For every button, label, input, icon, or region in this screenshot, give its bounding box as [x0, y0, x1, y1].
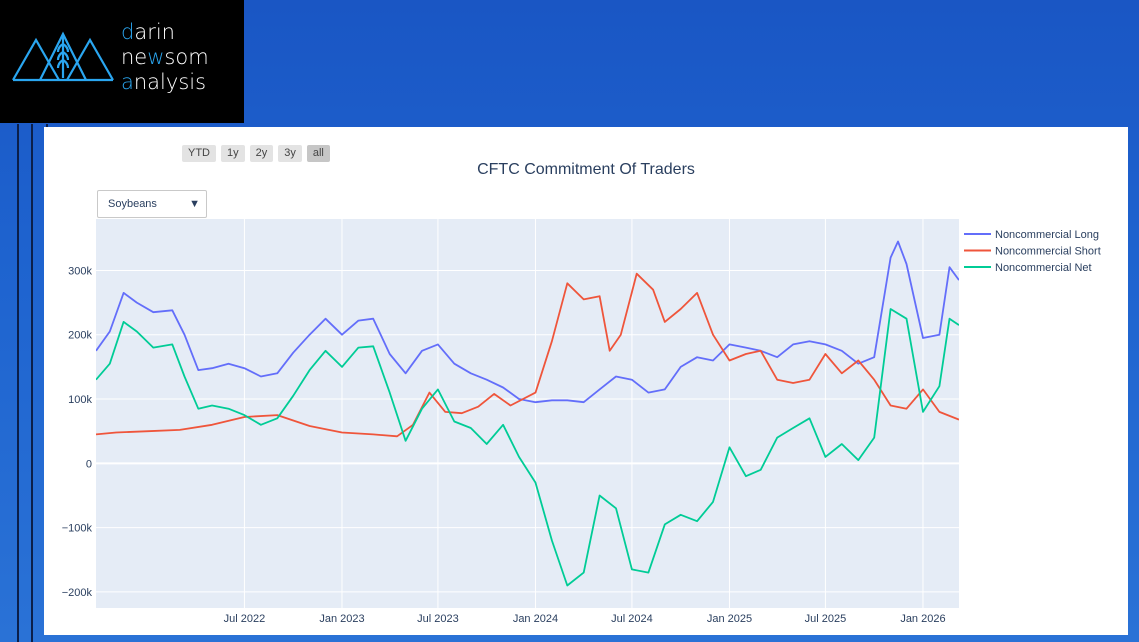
range-button-all[interactable]: all — [306, 145, 330, 162]
left-divider-line — [17, 124, 19, 642]
y-tick-label: −200k — [62, 587, 93, 599]
range-button-ytd[interactable]: YTD — [182, 145, 216, 162]
y-tick-label: 100k — [68, 394, 92, 406]
y-tick-label: 200k — [68, 330, 92, 342]
brand-logo: darin newsom analysis — [0, 0, 244, 123]
left-divider-line — [31, 124, 33, 642]
chart-title: CFTC Commitment Of Traders — [477, 161, 695, 178]
x-tick-label: Jan 2026 — [900, 613, 945, 625]
legend-label: Noncommercial Net — [995, 262, 1092, 274]
y-tick-label: 0 — [86, 458, 92, 470]
x-tick-label: Jul 2022 — [224, 613, 266, 625]
range-selector: YTD 1y 2y 3y all — [182, 145, 330, 162]
caret-down-icon: ▼ — [189, 198, 200, 210]
x-tick-label: Jul 2023 — [417, 613, 459, 625]
series-line-2 — [96, 308, 959, 587]
x-tick-label: Jul 2024 — [611, 613, 653, 625]
x-tick-label: Jan 2024 — [513, 613, 558, 625]
wheat-mountain-icon — [12, 31, 114, 82]
legend-label: Noncommercial Long — [995, 229, 1099, 241]
x-tick-label: Jan 2025 — [707, 613, 752, 625]
x-tick-label: Jan 2023 — [319, 613, 364, 625]
chart-panel: YTD 1y 2y 3y all CFTC Commitment Of Trad… — [44, 127, 1128, 635]
legend-label: Noncommercial Short — [995, 246, 1101, 258]
y-tick-label: 300k — [68, 265, 92, 277]
y-tick-label: −100k — [62, 523, 93, 535]
range-button-3y[interactable]: 3y — [278, 145, 302, 162]
range-button-1y[interactable]: 1y — [221, 145, 245, 162]
commodity-dropdown-value: Soybeans — [108, 198, 157, 210]
cot-line-chart: 300k 200k 100k 0 −100k −200k Jul 2022 Jan 2023 J… — [62, 219, 1101, 625]
commodity-dropdown[interactable]: Soybeans ▼ — [97, 190, 207, 218]
x-tick-label: Jul 2025 — [805, 613, 847, 625]
series-line-1 — [96, 272, 959, 438]
range-button-2y[interactable]: 2y — [249, 145, 274, 162]
plot-background — [96, 219, 959, 608]
series-line-0 — [96, 240, 959, 404]
brand-name: darin newsom analysis — [121, 20, 209, 94]
